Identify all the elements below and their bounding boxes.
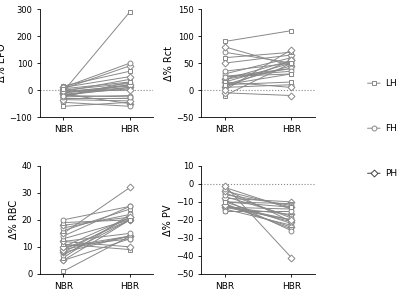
Text: FH: FH [386,124,397,133]
Y-axis label: Δ% EPO: Δ% EPO [0,44,7,82]
Text: LH: LH [386,79,397,88]
Y-axis label: Δ% Rct: Δ% Rct [164,45,174,81]
Y-axis label: Δ% RBC: Δ% RBC [9,200,19,239]
Text: PH: PH [386,169,398,178]
Y-axis label: Δ% PV: Δ% PV [164,204,174,236]
